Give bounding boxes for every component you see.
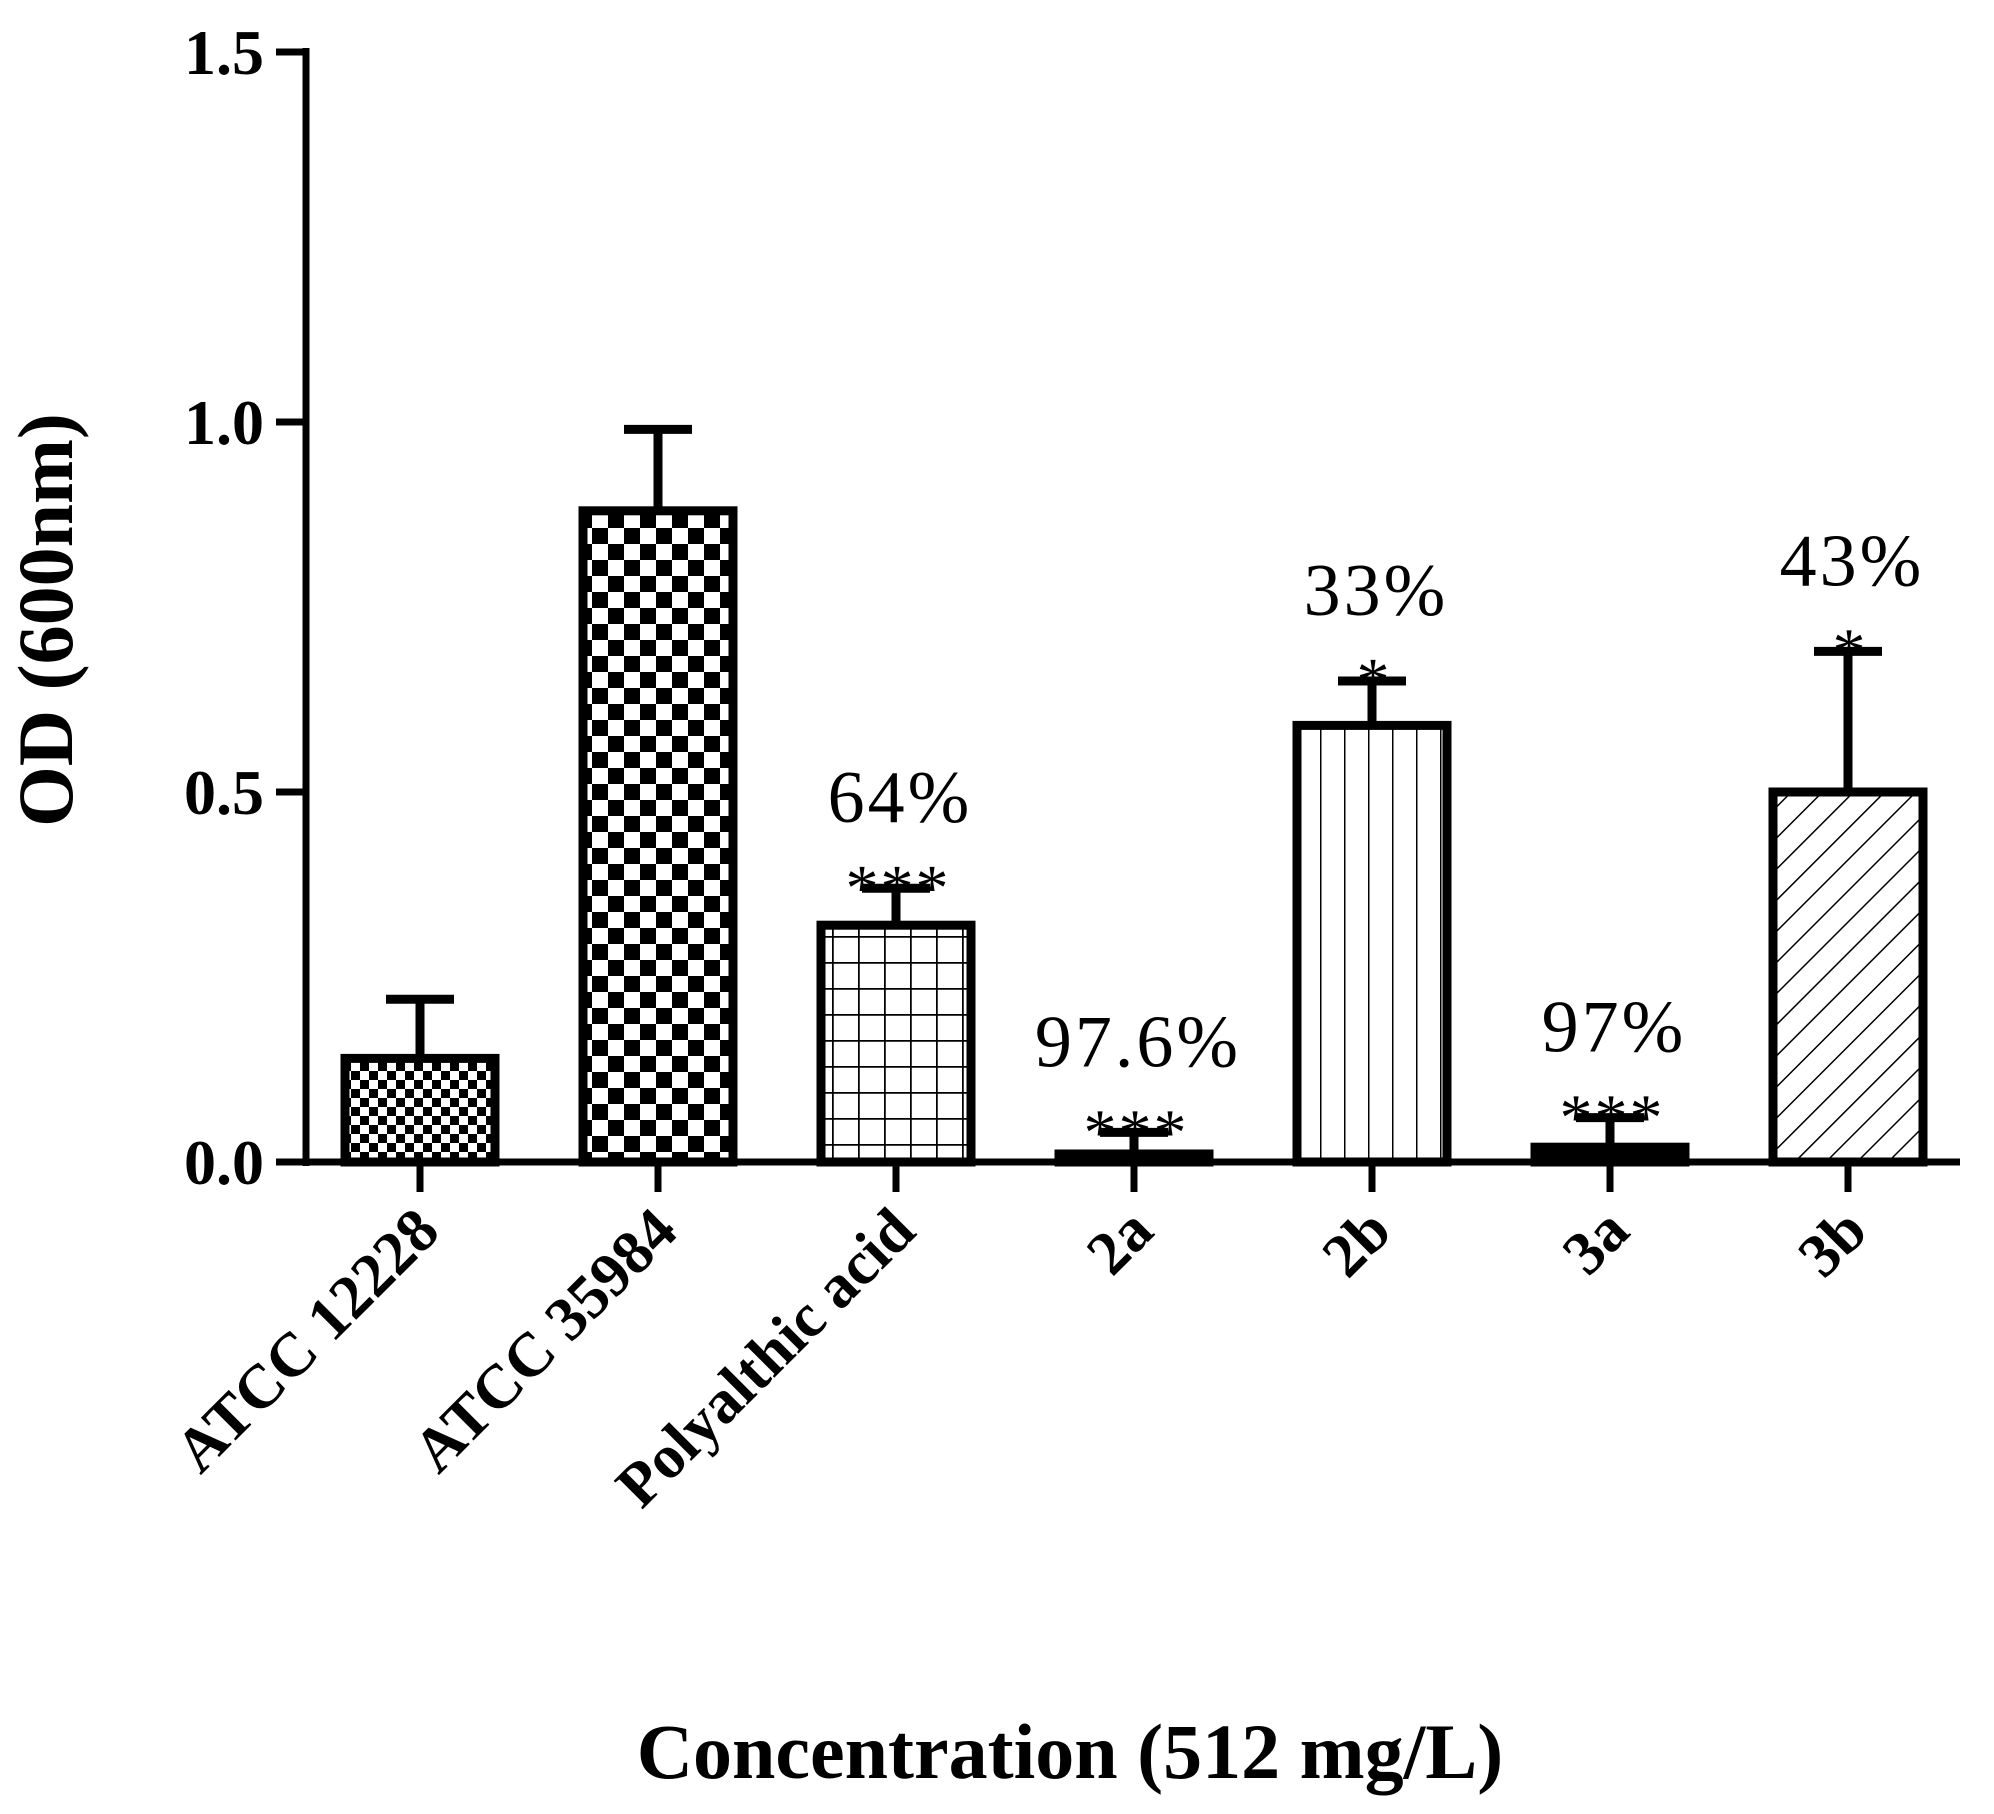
x-tick-label: 2a: [1074, 1196, 1166, 1288]
y-tick-label: 1.5: [184, 17, 264, 88]
x-tick-label: 3a: [1550, 1196, 1642, 1288]
significance-label: ***: [1084, 1096, 1189, 1169]
percent-label: 97.6%: [1035, 1001, 1241, 1083]
percent-label: 64%: [828, 757, 973, 839]
y-tick-label: 1.0: [184, 387, 264, 458]
y-axis-title: OD (600nm): [2, 413, 89, 827]
percent-label: 43%: [1780, 520, 1925, 602]
x-axis-title: Concentration (512 mg/L): [637, 1708, 1504, 1795]
x-tick-label: 3b: [1786, 1196, 1880, 1290]
labels-group: *** 64% *** 97.6% * 33% *** 97% * 43%: [828, 520, 1925, 1169]
significance-label: ***: [1560, 1082, 1665, 1155]
percent-label: 97%: [1542, 987, 1687, 1069]
bar-atcc-12228: [340, 1053, 500, 1167]
significance-label: *: [1357, 645, 1392, 718]
y-tick-label: 0.0: [184, 1127, 264, 1198]
percent-label: 33%: [1304, 550, 1449, 632]
bar-atcc-35984: [578, 506, 738, 1167]
y-tick-label: 0.5: [184, 757, 264, 828]
bar-3b: [1768, 787, 1928, 1167]
x-tick-label: 2b: [1310, 1196, 1404, 1290]
significance-label: *: [1833, 615, 1868, 688]
bar-2b: [1292, 720, 1452, 1167]
bar-polyalthic-acid: [816, 920, 976, 1167]
significance-label: ***: [846, 852, 951, 925]
